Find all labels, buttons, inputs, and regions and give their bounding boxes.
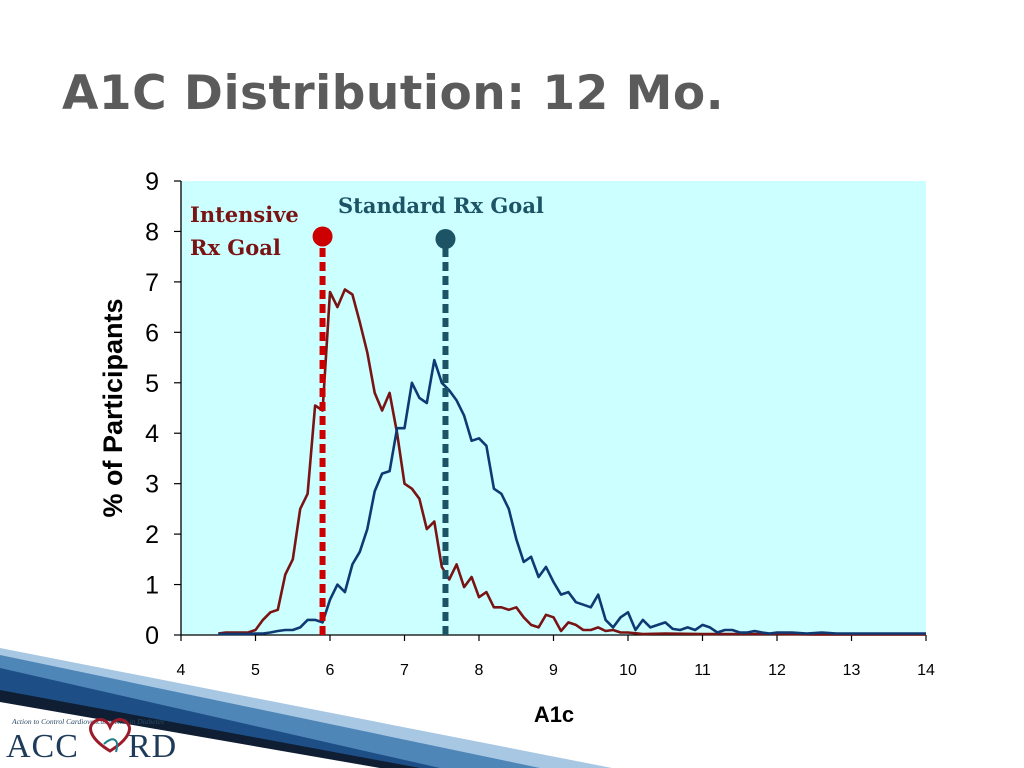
- intensive-rx-goal-label: Intensive: [190, 202, 299, 227]
- accord-logo: Action to Control Cardiovascular Risk in…: [6, 717, 177, 765]
- slide-title: A1C Distribution: 12 Mo.: [62, 66, 725, 121]
- y-tick-label: 8: [145, 218, 159, 246]
- x-tick-label: 13: [843, 662, 861, 679]
- y-tick-label: 0: [145, 622, 159, 650]
- x-tick-label: 4: [177, 662, 186, 679]
- logo-tagline: Action to Control Cardiovascular Risk in…: [11, 717, 164, 726]
- x-tick-label: 5: [251, 662, 260, 679]
- logo-name-right: RD: [128, 728, 177, 765]
- y-tick-label: 7: [145, 269, 159, 297]
- series-layer: [218, 288, 926, 636]
- x-tick-label: 10: [619, 662, 637, 679]
- corner-swoosh-graphic: [0, 648, 612, 768]
- x-tick-label: 7: [400, 662, 409, 679]
- series-line-standard: [218, 358, 926, 636]
- y-tick-label: 5: [145, 370, 159, 398]
- y-tick-label: 1: [145, 572, 159, 600]
- heart-icon: [89, 718, 131, 753]
- logo-name-left: ACC: [6, 728, 79, 765]
- y-tick-label: 4: [145, 420, 159, 448]
- x-tick-label: 8: [475, 662, 484, 679]
- y-tick-label: 2: [145, 521, 159, 549]
- intensive-rx-goal-marker: [312, 226, 333, 247]
- reference-lines: Intensive Rx Goal Standard Rx Goal: [190, 193, 544, 635]
- y-tick-label: 6: [145, 319, 159, 347]
- x-tick-label: 6: [326, 662, 335, 679]
- series-line-intensive: [218, 288, 926, 636]
- y-tick-label: 9: [145, 168, 159, 196]
- intensive-rx-goal-label: Rx Goal: [190, 235, 281, 260]
- standard-rx-goal-marker: [435, 229, 456, 250]
- y-tick-label: 3: [145, 471, 159, 499]
- x-tick-label: 9: [549, 662, 558, 679]
- plot-area: [181, 181, 926, 635]
- x-tick-label: 14: [917, 662, 935, 679]
- y-axis-label: % of Participants: [98, 298, 128, 517]
- x-tick-label: 12: [768, 662, 786, 679]
- x-tick-label: 11: [694, 662, 711, 679]
- x-axis-label: A1c: [534, 702, 574, 727]
- standard-rx-goal-label: Standard Rx Goal: [338, 193, 544, 218]
